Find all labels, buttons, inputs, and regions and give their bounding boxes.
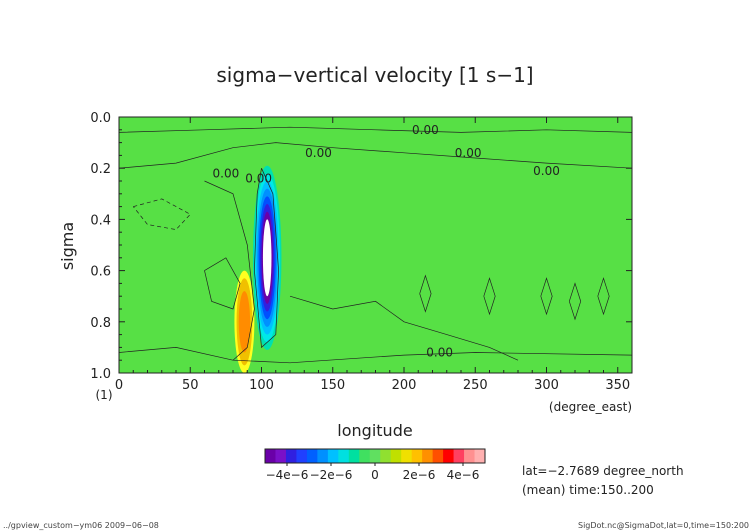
x-axis-units: (degree_east): [549, 400, 632, 414]
colorbar-cell: [349, 449, 360, 463]
footer-left: ../gpview_custom−ym06 2009−06−08: [3, 521, 159, 530]
colorbar-cell: [443, 449, 454, 463]
colorbar-cell: [359, 449, 370, 463]
contour-label: 0.00: [426, 346, 453, 360]
colorbar-cell: [454, 449, 465, 463]
colorbar-tick-label: 2e−6: [403, 468, 436, 482]
colorbar-cell: [391, 449, 402, 463]
annotation-latitude: lat=−2.7689 degree_north: [522, 464, 684, 478]
x-axis-label: longitude: [337, 421, 412, 440]
y-tick-label: 0.6: [90, 265, 111, 280]
colorbar-cell: [296, 449, 307, 463]
colorbar-cell: [317, 449, 328, 463]
x-tick-label: 350: [605, 378, 630, 393]
colorbar-cell: [422, 449, 433, 463]
x-tick-label: 300: [534, 378, 559, 393]
colorbar-cell: [307, 449, 318, 463]
colorbar-tick-label: −4e−6: [266, 468, 309, 482]
colorbar-cell: [412, 449, 423, 463]
y-axis-label: sigma: [58, 222, 77, 270]
colorbar-tick-label: −2e−6: [310, 468, 353, 482]
colorbar-cell: [380, 449, 391, 463]
x-tick-label: 100: [249, 378, 274, 393]
contour-label: 0.00: [533, 164, 560, 178]
x-tick-label: 0: [115, 378, 123, 393]
y-tick-label: 0.2: [90, 162, 111, 177]
x-tick-label: 150: [320, 378, 345, 393]
contour-label: 0.00: [455, 146, 482, 160]
x-tick-label: 50: [182, 378, 199, 393]
x-tick-label: 200: [392, 378, 417, 393]
colorbar-cell: [265, 449, 276, 463]
contour-label: 0.00: [213, 166, 240, 180]
colorbar-cell: [286, 449, 297, 463]
y-tick-label: 1.0: [90, 367, 111, 382]
y-tick-label: 0.4: [90, 213, 111, 228]
annotation-time: (mean) time:150..200: [522, 483, 654, 497]
contour-label: 0.00: [245, 171, 272, 185]
colorbar: −4e−6 −2e−6 0 2e−6 4e−6: [265, 449, 486, 482]
y-axis-units: (1): [96, 388, 113, 402]
colorbar-cell: [475, 449, 486, 463]
colorbar-cell: [464, 449, 475, 463]
y-tick-label: 0.8: [90, 316, 111, 331]
colorbar-cell: [433, 449, 444, 463]
colorbar-tick-label: 4e−6: [447, 468, 480, 482]
y-tick-label: 0.0: [90, 111, 111, 126]
contour-label: 0.00: [412, 123, 439, 137]
colorbar-cell: [275, 449, 286, 463]
contour-label: 0.00: [305, 146, 332, 160]
x-tick-label: 250: [463, 378, 488, 393]
footer-right: SigDot.nc@SigmaDot,lat=0,time=150:200: [578, 521, 749, 530]
negative-core-band: [263, 219, 272, 296]
colorbar-cell: [401, 449, 412, 463]
colorbar-cell: [370, 449, 381, 463]
colorbar-cell: [328, 449, 339, 463]
chart-title: sigma−vertical velocity [1 s−1]: [216, 63, 533, 87]
colorbar-cell: [338, 449, 349, 463]
plot-area: [119, 117, 632, 373]
colorbar-tick-label: 0: [371, 468, 379, 482]
